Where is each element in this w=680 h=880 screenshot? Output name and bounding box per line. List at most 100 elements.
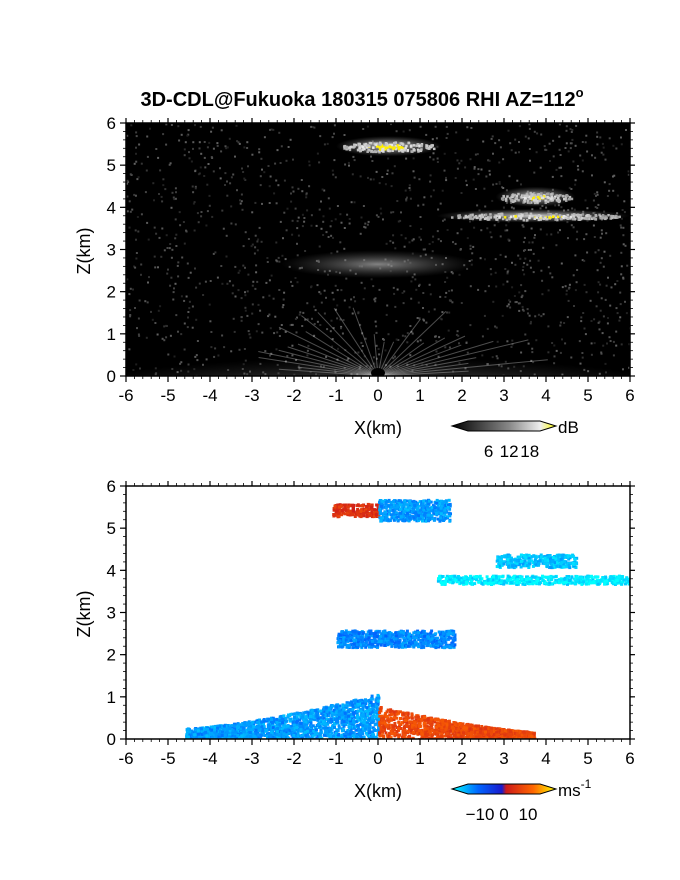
noise-speck <box>209 320 212 323</box>
noise-speck <box>374 320 377 323</box>
noise-speck <box>162 184 165 187</box>
noise-speck <box>212 147 215 150</box>
noise-speck <box>315 224 318 227</box>
noise-speck <box>549 272 552 275</box>
noise-speck <box>291 186 294 189</box>
velocity-pixel <box>447 498 451 502</box>
colorbar-tick-label: 18 <box>520 442 539 461</box>
noise-speck <box>353 296 355 299</box>
echo-pixel <box>511 200 515 204</box>
velocity-pixel <box>524 556 528 560</box>
noise-speck <box>419 216 422 218</box>
noise-speck <box>173 287 175 290</box>
noise-speck <box>259 309 262 312</box>
noise-speck <box>173 198 176 201</box>
noise-speck <box>501 314 504 317</box>
noise-speck <box>444 281 447 283</box>
echo-pixel <box>549 197 553 200</box>
noise-speck <box>270 128 273 131</box>
velocity-pixel <box>483 581 487 585</box>
velocity-pixel <box>473 575 477 579</box>
noise-speck <box>523 262 526 265</box>
noise-speck <box>416 317 419 319</box>
echo-pixel <box>486 216 490 219</box>
noise-speck <box>132 288 134 291</box>
noise-speck <box>191 326 194 329</box>
velocity-pixel <box>330 731 334 735</box>
velocity-pixel <box>439 506 443 510</box>
noise-speck <box>244 306 247 309</box>
noise-speck <box>514 138 517 141</box>
velocity-pixel <box>402 636 406 640</box>
noise-speck <box>518 151 520 154</box>
velocity-pixel <box>384 502 388 506</box>
noise-speck <box>607 276 609 279</box>
echo-pixel <box>390 146 393 149</box>
noise-speck <box>558 123 561 126</box>
noise-speck <box>439 295 442 298</box>
echo-pixel <box>428 145 432 148</box>
radar-site-shadow <box>371 368 385 376</box>
echo-pixel <box>405 144 408 148</box>
echo-pixel <box>537 218 541 222</box>
noise-speck <box>352 155 355 158</box>
velocity-pixel <box>389 500 393 504</box>
echo-pixel <box>391 149 394 152</box>
noise-speck <box>625 312 628 315</box>
noise-speck <box>296 316 298 319</box>
noise-speck <box>522 241 525 244</box>
noise-speck <box>169 243 172 245</box>
echo-pixel <box>569 215 573 219</box>
noise-speck <box>128 293 131 296</box>
noise-speck <box>408 241 411 244</box>
velocity-pixel <box>359 642 363 646</box>
velocity-pixel <box>509 578 513 581</box>
noise-speck <box>159 305 162 308</box>
velocity-pixel <box>367 636 371 640</box>
noise-speck <box>348 306 351 309</box>
echo-pixel <box>530 194 533 197</box>
velocity-pixel <box>459 581 463 585</box>
velocity-pixel <box>493 577 496 581</box>
velocity-pixel <box>510 556 513 560</box>
echo-pixel <box>501 198 505 201</box>
echo-pixel <box>522 194 525 198</box>
noise-speck <box>303 220 306 223</box>
noise-speck <box>336 250 339 253</box>
echo-pixel <box>536 195 540 199</box>
noise-speck <box>140 263 143 266</box>
noise-speck <box>559 324 562 327</box>
noise-speck <box>282 237 284 240</box>
velocity-pixel <box>530 559 534 563</box>
noise-speck <box>278 289 281 291</box>
velocity-pixel <box>362 644 366 647</box>
noise-speck <box>153 199 155 202</box>
noise-speck <box>285 159 288 162</box>
echo-pixel <box>416 143 419 146</box>
noise-speck <box>473 226 476 229</box>
velocity-pixel <box>347 639 351 643</box>
noise-speck <box>216 142 219 145</box>
velocity-pixel <box>528 580 532 583</box>
echo-pixel <box>367 148 371 152</box>
noise-speck <box>404 237 407 240</box>
noise-speck <box>565 289 568 292</box>
noise-speck <box>308 164 311 167</box>
noise-speck <box>524 290 527 293</box>
echo-pixel <box>533 194 536 197</box>
echo-pixel <box>426 144 429 148</box>
noise-speck <box>329 330 332 333</box>
noise-speck <box>621 209 624 211</box>
velocity-pixel <box>559 557 563 561</box>
noise-speck <box>460 159 463 162</box>
noise-speck <box>294 277 297 279</box>
noise-speck <box>535 151 538 154</box>
noise-speck <box>602 344 605 347</box>
velocity-pixel <box>396 632 400 636</box>
noise-speck <box>303 217 306 219</box>
noise-speck <box>600 151 603 154</box>
noise-speck <box>180 133 183 136</box>
noise-speck <box>495 326 498 329</box>
velocity-pixel <box>338 505 342 509</box>
noise-speck <box>599 136 602 139</box>
